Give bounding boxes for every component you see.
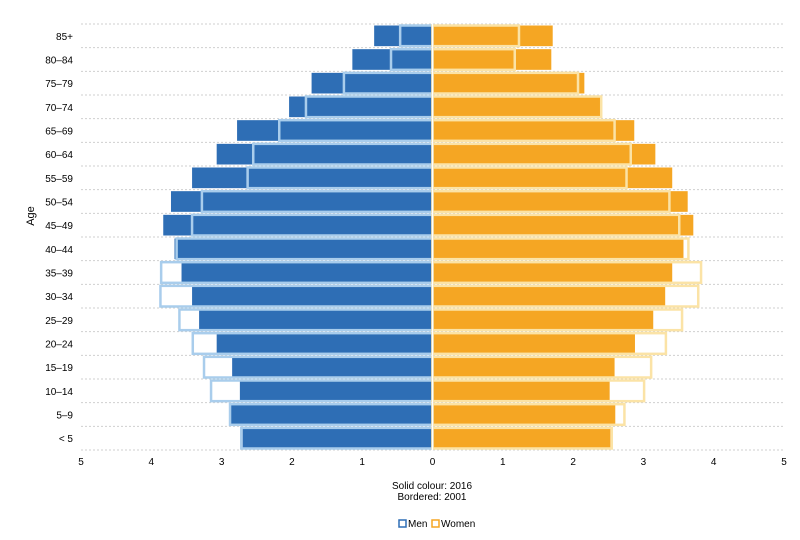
bar-women-2016 xyxy=(432,238,684,260)
category-tick-label: 50–54 xyxy=(45,198,73,209)
category-tick-label: < 5 xyxy=(59,434,74,445)
bar-women-2016 xyxy=(432,25,553,47)
bar-women-2016 xyxy=(432,333,635,354)
bar-women-2016 xyxy=(432,191,688,212)
bar-women-2016 xyxy=(432,167,673,189)
bar-men-2016 xyxy=(181,262,433,283)
legend-label: Women xyxy=(441,519,475,530)
bar-women-2016 xyxy=(432,96,602,118)
x-tick-label: 1 xyxy=(359,457,365,468)
category-tick-label: 85+ xyxy=(56,32,73,43)
category-tick-label: 80–84 xyxy=(45,56,73,67)
axis-layer: 85+80–8475–7970–7465–6960–6455–5950–5445… xyxy=(45,24,787,468)
bar-men-2016 xyxy=(216,143,433,165)
bar-women-2016 xyxy=(432,380,610,402)
legend-swatch xyxy=(398,519,407,528)
x-tick-label: 5 xyxy=(781,457,787,468)
bar-women-2016 xyxy=(432,427,611,449)
category-tick-label: 20–24 xyxy=(45,340,73,351)
category-tick-label: 35–39 xyxy=(45,269,73,280)
bar-men-2016 xyxy=(192,167,433,189)
category-tick-label: 10–14 xyxy=(45,387,73,398)
bar-men-2016 xyxy=(192,285,433,307)
legend: Men Women xyxy=(398,519,475,530)
legend-label: Men xyxy=(408,519,427,530)
x-tick-label: 3 xyxy=(219,457,225,468)
bar-women-2016 xyxy=(432,49,552,70)
x-tick-label: 1 xyxy=(500,457,506,468)
bar-women-2016 xyxy=(432,262,673,283)
category-tick-label: 45–49 xyxy=(45,221,73,232)
x-tick-label: 3 xyxy=(641,457,647,468)
category-tick-label: 60–64 xyxy=(45,150,73,161)
x-tick-label: 2 xyxy=(570,457,576,468)
x-tick-label: 4 xyxy=(149,457,155,468)
category-tick-label: 65–69 xyxy=(45,127,73,138)
bar-women-2016 xyxy=(432,356,615,378)
category-tick-label: 5–9 xyxy=(56,411,73,422)
bar-men-2016 xyxy=(289,96,433,118)
category-tick-label: 30–34 xyxy=(45,292,73,303)
category-tick-label: 40–44 xyxy=(45,245,73,256)
category-tick-label: 55–59 xyxy=(45,174,73,185)
category-tick-label: 70–74 xyxy=(45,103,73,114)
bar-men-2016 xyxy=(170,191,433,212)
x-axis-caption-line-2: Bordered: 2001 xyxy=(398,492,467,503)
bar-men-2016 xyxy=(199,309,433,331)
legend-item-men[interactable]: Men xyxy=(398,519,427,530)
bar-women-2016 xyxy=(432,143,656,165)
x-tick-label: 2 xyxy=(289,457,295,468)
bar-women-2016 xyxy=(432,120,635,141)
bar-men-2016 xyxy=(216,333,433,354)
bar-men-2016 xyxy=(163,214,433,236)
bar-men-2016 xyxy=(311,72,433,94)
bar-women-2016 xyxy=(432,72,585,94)
category-tick-label: 25–29 xyxy=(45,316,73,327)
grid-layer xyxy=(81,23,784,451)
y-axis-label: Age xyxy=(25,206,37,226)
category-tick-label: 15–19 xyxy=(45,363,73,374)
bar-men-2016 xyxy=(239,380,433,402)
bar-women-2016 xyxy=(432,309,654,331)
x-tick-label: 4 xyxy=(711,457,717,468)
x-tick-label: 0 xyxy=(430,457,436,468)
x-axis-caption-line-1: Solid colour: 2016 xyxy=(392,481,472,492)
x-tick-label: 5 xyxy=(78,457,84,468)
bar-men-2016 xyxy=(237,120,433,141)
legend-swatch xyxy=(431,519,440,528)
bar-men-2016 xyxy=(352,49,433,70)
bar-men-2016 xyxy=(174,238,433,260)
bar-men-2016 xyxy=(374,25,433,47)
bar-women-2016 xyxy=(432,214,694,236)
category-tick-label: 75–79 xyxy=(45,79,73,90)
bar-women-2016 xyxy=(432,404,616,425)
legend-item-women[interactable]: Women xyxy=(431,519,475,530)
bar-men-2016 xyxy=(232,356,433,378)
bar-men-2016 xyxy=(242,427,433,449)
bar-women-2016 xyxy=(432,285,666,307)
bar-men-2016 xyxy=(230,404,433,425)
